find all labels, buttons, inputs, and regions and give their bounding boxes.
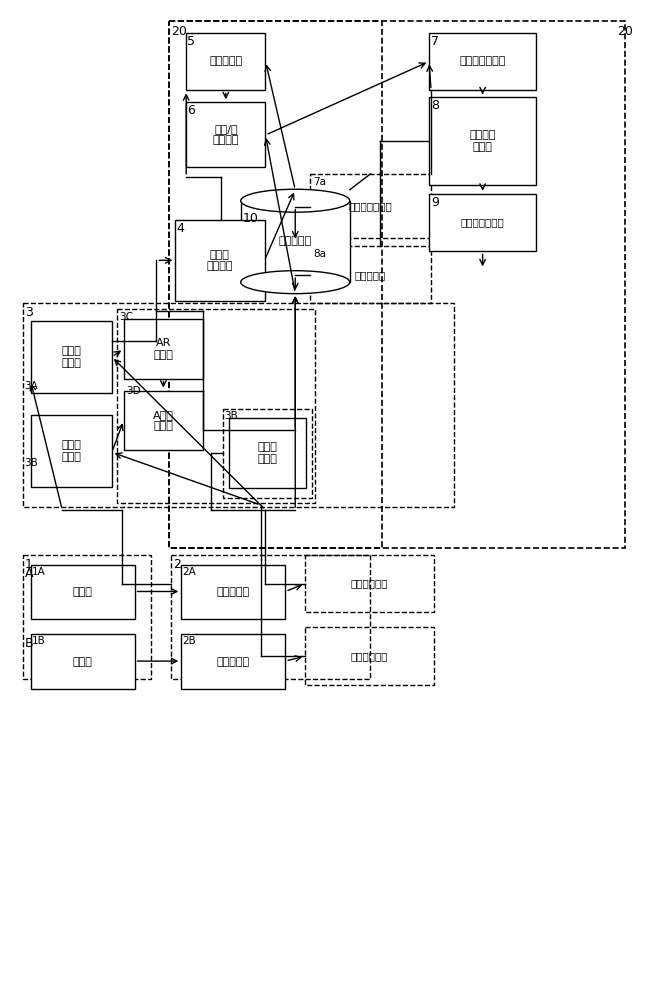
Text: 正常/异
常辨别部: 正常/异 常辨别部: [213, 124, 239, 145]
Text: 7a: 7a: [313, 177, 326, 187]
Text: 1: 1: [25, 558, 32, 571]
Text: 层次聚类
分析部: 层次聚类 分析部: [470, 130, 496, 152]
Text: 3B: 3B: [224, 411, 238, 421]
FancyBboxPatch shape: [429, 194, 536, 251]
Text: 信号处理部: 信号处理部: [216, 657, 250, 667]
Text: 信息储存部: 信息储存部: [278, 236, 312, 246]
FancyBboxPatch shape: [30, 565, 134, 619]
FancyBboxPatch shape: [124, 319, 203, 379]
Text: 9: 9: [431, 196, 439, 209]
FancyBboxPatch shape: [30, 634, 134, 689]
Text: 异常产品特征量: 异常产品特征量: [349, 202, 393, 212]
FancyBboxPatch shape: [182, 634, 286, 689]
Text: 距离计算部: 距离计算部: [209, 56, 242, 66]
Ellipse shape: [241, 189, 349, 212]
Text: 7: 7: [431, 35, 439, 48]
Text: 5: 5: [187, 35, 195, 48]
Text: 3D: 3D: [126, 386, 140, 396]
FancyBboxPatch shape: [124, 391, 203, 450]
Text: 10: 10: [243, 212, 258, 225]
Text: 20: 20: [618, 25, 633, 38]
Text: 特征量
提取部: 特征量 提取部: [61, 346, 81, 368]
Text: 4: 4: [176, 222, 184, 235]
Text: 1A: 1A: [32, 567, 45, 577]
FancyBboxPatch shape: [182, 565, 286, 619]
Text: 1B: 1B: [32, 636, 45, 646]
FancyBboxPatch shape: [186, 102, 266, 167]
Text: A特性
校正部: A特性 校正部: [153, 410, 174, 431]
FancyBboxPatch shape: [229, 418, 306, 488]
Text: 信号处理部: 信号处理部: [216, 587, 250, 597]
Text: 异常产品提取部: 异常产品提取部: [459, 56, 506, 66]
Text: AR
推测部: AR 推测部: [154, 338, 173, 360]
Text: 8: 8: [431, 99, 439, 112]
Text: 特征量
提取部: 特征量 提取部: [258, 442, 277, 464]
Text: 主要原因分析部: 主要原因分析部: [461, 218, 505, 228]
Text: B: B: [25, 637, 33, 650]
Text: 20: 20: [171, 25, 187, 38]
Text: 未分类数据: 未分类数据: [355, 270, 386, 280]
Text: 特征量
提取部: 特征量 提取部: [61, 440, 81, 462]
Text: 3B: 3B: [25, 458, 38, 468]
Text: 3A: 3A: [25, 381, 38, 391]
FancyBboxPatch shape: [186, 33, 266, 90]
Text: 8a: 8a: [313, 249, 326, 259]
FancyBboxPatch shape: [429, 97, 536, 185]
Text: 6: 6: [187, 104, 195, 117]
Text: 基准空
间生成部: 基准空 间生成部: [207, 250, 233, 271]
Text: 3C: 3C: [119, 312, 133, 322]
Text: 正常产品数据: 正常产品数据: [351, 579, 388, 589]
FancyBboxPatch shape: [429, 33, 536, 90]
Text: 3: 3: [25, 306, 32, 319]
FancyBboxPatch shape: [30, 415, 112, 487]
Text: 2B: 2B: [182, 636, 196, 646]
Text: 辨别产品数据: 辨别产品数据: [351, 651, 388, 661]
Bar: [241, 201, 349, 282]
Text: A: A: [25, 567, 33, 580]
Text: 传感器: 传感器: [72, 587, 92, 597]
FancyBboxPatch shape: [175, 220, 264, 301]
Text: 传感器: 传感器: [72, 657, 92, 667]
FancyBboxPatch shape: [30, 321, 112, 393]
Ellipse shape: [241, 271, 349, 294]
Text: 2: 2: [173, 558, 181, 571]
Text: 2A: 2A: [182, 567, 196, 577]
